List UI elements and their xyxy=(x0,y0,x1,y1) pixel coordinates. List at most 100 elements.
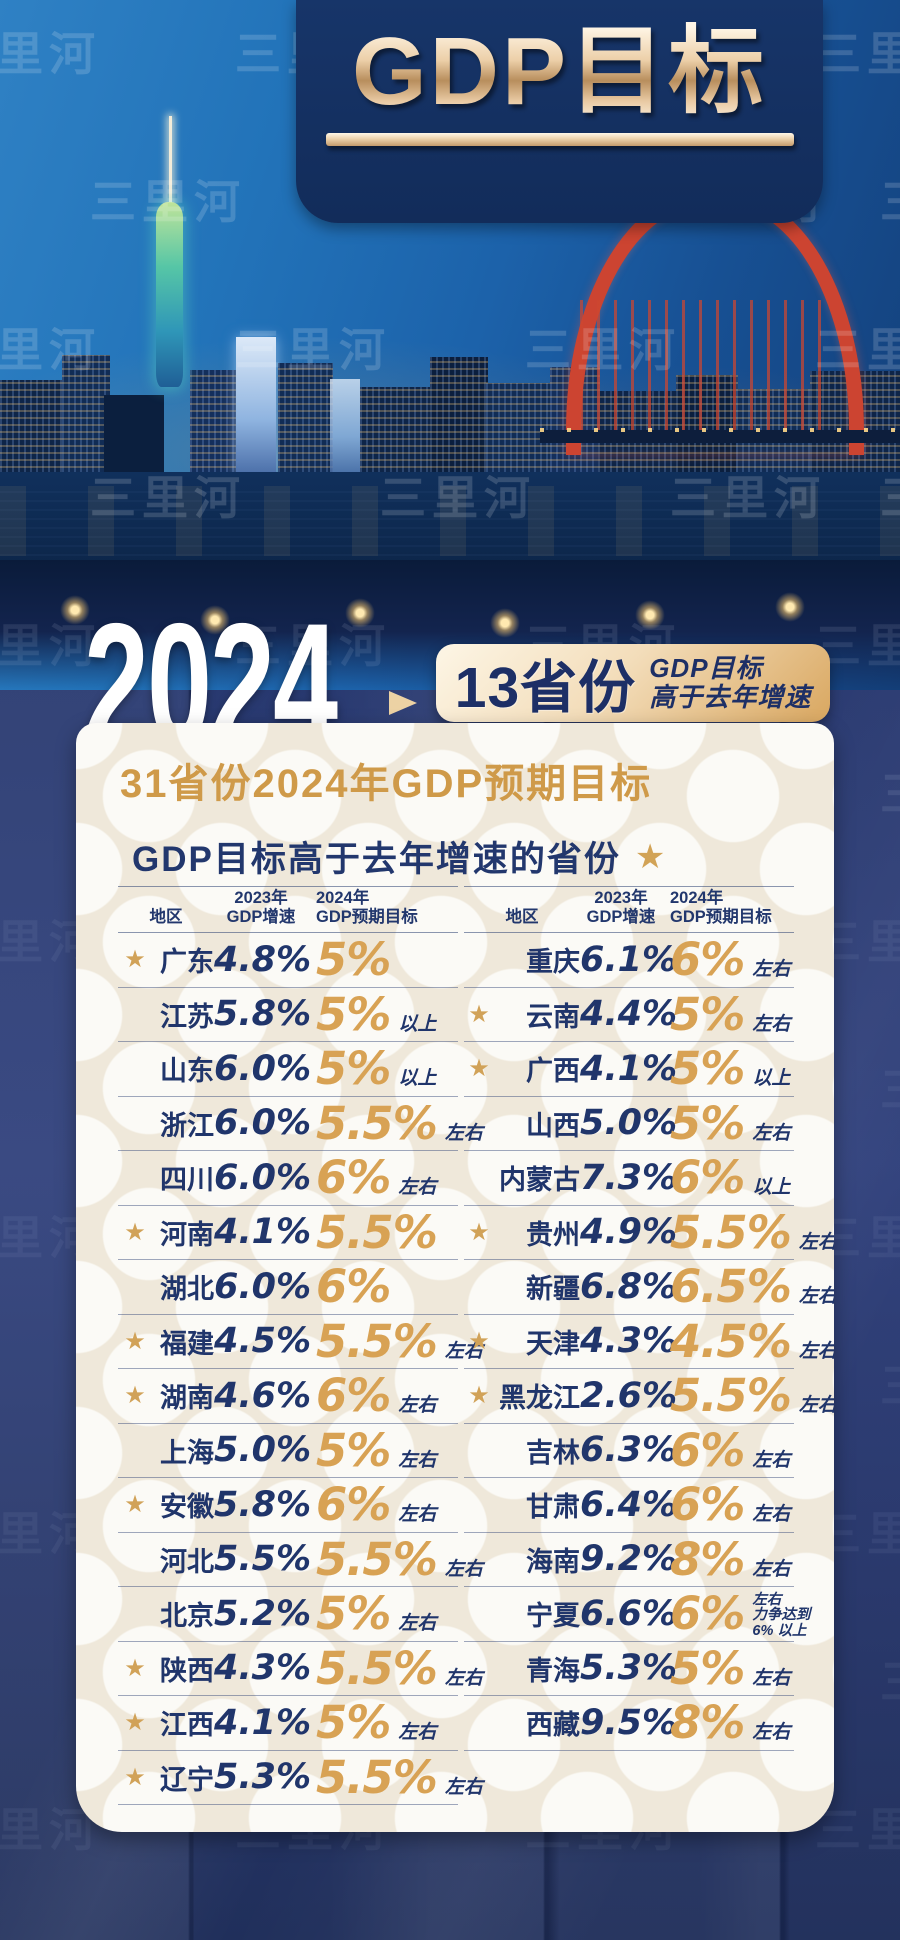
target-value: 6% xyxy=(316,1478,391,1532)
target-value: 5% xyxy=(316,1587,391,1641)
col-2024-line2: GDP预期目标 xyxy=(316,908,418,926)
target-qualifier: 左右 xyxy=(398,1504,437,1526)
target-qualifier: 左右 xyxy=(752,1122,791,1144)
region-name: 甘肃 xyxy=(526,1492,580,1523)
region-name: 四川 xyxy=(160,1165,214,1196)
target-2024: 5% 左右 xyxy=(308,1587,458,1640)
table-row: ★ 湖南 4.6% 6% 左右 xyxy=(118,1369,458,1424)
region-name: 江苏 xyxy=(160,1001,214,1032)
growth-2023: 6.0% xyxy=(214,1048,312,1089)
target-qualifier: 左右 xyxy=(398,1722,437,1744)
col-2024-line1: 2024年 xyxy=(316,889,370,907)
target-2024: 5% 以上 xyxy=(662,1042,794,1095)
table-row: ★ 黑龙江 2.6% 5.5% 左右 xyxy=(464,1369,834,1424)
target-2024: 5.5% 左右 xyxy=(308,1315,483,1368)
data-card: 31省份2024年GDP预期目标 GDP目标高于去年增速的省份 ★ 地区 202… xyxy=(76,723,834,1832)
target-2024: 5% 左右 xyxy=(662,1642,794,1695)
region-name: 吉林 xyxy=(526,1437,580,1468)
target-value: 5% xyxy=(670,1641,745,1695)
star-icon: ★ xyxy=(124,1218,146,1246)
growth-2023: 6.3% xyxy=(580,1430,678,1471)
target-2024: 6% 左右 xyxy=(662,1478,794,1531)
region-name: 重庆 xyxy=(526,947,580,978)
target-2024: 5% 以上 xyxy=(308,988,458,1041)
growth-2023: 4.1% xyxy=(214,1212,312,1253)
growth-2023: 2.6% xyxy=(580,1375,678,1416)
col-2024: 2024年 GDP预期目标 xyxy=(308,889,458,932)
target-2024: 5.5% xyxy=(308,1206,458,1259)
col-2023-line1: 2023年 xyxy=(234,889,288,907)
target-value: 6% xyxy=(316,1260,391,1314)
target-qualifier: 左右 xyxy=(444,1340,483,1362)
growth-2023: 4.1% xyxy=(580,1048,678,1089)
star-icon: ★ xyxy=(124,1654,146,1682)
target-qualifier: 以上 xyxy=(398,1013,437,1035)
region-name: 上海 xyxy=(160,1437,214,1468)
target-value: 5% xyxy=(670,1042,745,1096)
target-qualifier: 左右 xyxy=(752,1722,791,1744)
region-name: 青海 xyxy=(526,1655,580,1686)
target-value: 6% xyxy=(316,1151,391,1205)
table-row: 吉林 6.3% 6% 左右 xyxy=(464,1424,794,1478)
badge-count: 13省份 xyxy=(454,656,637,720)
card-subtitle: GDP目标高于去年增速的省份 ★ xyxy=(132,831,834,882)
target-2024: 5.5% 左右 xyxy=(308,1096,483,1150)
target-value: 4.5% xyxy=(670,1314,792,1368)
target-value: 8% xyxy=(670,1532,745,1586)
region-name: 海南 xyxy=(526,1546,580,1577)
table-row: 山西 5.0% 5% 左右 xyxy=(464,1097,794,1151)
target-value: 5.5% xyxy=(316,1532,438,1586)
target-qualifier: 左右 xyxy=(752,1449,791,1471)
target-value: 5.5% xyxy=(316,1096,438,1150)
star-icon: ★ xyxy=(634,837,668,876)
col-2023: 2023年 GDP增速 xyxy=(580,889,662,932)
table-row: ★ 江西 4.1% 5% 左右 xyxy=(118,1696,458,1751)
table-row: 河北 5.5% 5.5% 左右 xyxy=(118,1532,483,1587)
target-qualifier: 左右 xyxy=(752,1558,791,1580)
region-name: 湖北 xyxy=(160,1274,214,1305)
target-2024: 5% 左右 xyxy=(662,1097,794,1150)
table-header: 地区 2023年 GDP增速 2024年 GDP预期目标 xyxy=(464,886,794,933)
growth-2023: 5.3% xyxy=(214,1757,312,1798)
table-row: 北京 5.2% 5% 左右 xyxy=(118,1587,458,1642)
target-qualifier: 以上 xyxy=(398,1068,437,1090)
target-2024: 5.5% 左右 xyxy=(308,1751,483,1804)
target-qualifier: 左右 xyxy=(444,1122,483,1144)
table-row: 浙江 6.0% 5.5% 左右 xyxy=(118,1096,483,1151)
growth-2023: 4.9% xyxy=(580,1212,678,1253)
target-value: 6% xyxy=(670,933,745,987)
region-name: 北京 xyxy=(160,1601,214,1632)
star-icon: ★ xyxy=(468,1218,490,1246)
region-name: 西藏 xyxy=(526,1710,580,1741)
title-plate: GDP目标 xyxy=(296,0,823,223)
target-2024: 5% 左右 xyxy=(308,1424,458,1477)
star-icon: ★ xyxy=(468,1000,490,1028)
target-value: 5% xyxy=(316,1696,391,1750)
growth-2023: 6.8% xyxy=(580,1266,678,1307)
target-value: 5.5% xyxy=(670,1369,792,1423)
target-value: 5% xyxy=(316,987,391,1041)
col-2023-line2: GDP增速 xyxy=(586,908,656,926)
target-2024: 8% 左右 xyxy=(662,1696,794,1749)
target-qualifier: 以上 xyxy=(752,1068,791,1090)
growth-2023: 4.1% xyxy=(214,1702,312,1743)
growth-2023: 4.8% xyxy=(214,939,312,980)
growth-2023: 6.4% xyxy=(580,1484,678,1525)
target-qualifier: 左右 力争达到 6% 以上 xyxy=(752,1591,811,1639)
region-name: 河南 xyxy=(160,1219,214,1250)
region-name: 山东 xyxy=(160,1056,214,1087)
growth-2023: 7.3% xyxy=(580,1157,678,1198)
target-qualifier: 左右 xyxy=(444,1776,483,1798)
star-icon: ★ xyxy=(124,1709,146,1737)
table-row: 重庆 6.1% 6% 左右 xyxy=(464,933,794,988)
badge-caption-line1: GDP目标 xyxy=(649,652,763,683)
region-name: 河北 xyxy=(160,1546,214,1577)
card-title: 31省份2024年GDP预期目标 xyxy=(120,762,653,806)
target-qualifier: 左右 xyxy=(752,1667,791,1689)
street-lamp xyxy=(60,595,90,625)
region-name: 辽宁 xyxy=(160,1764,214,1795)
street-lamp xyxy=(345,598,375,628)
target-2024: 8% 左右 xyxy=(662,1533,794,1586)
city-night-photo xyxy=(0,0,900,690)
